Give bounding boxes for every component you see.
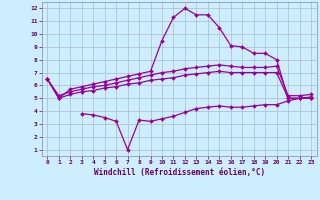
X-axis label: Windchill (Refroidissement éolien,°C): Windchill (Refroidissement éolien,°C): [94, 168, 265, 177]
